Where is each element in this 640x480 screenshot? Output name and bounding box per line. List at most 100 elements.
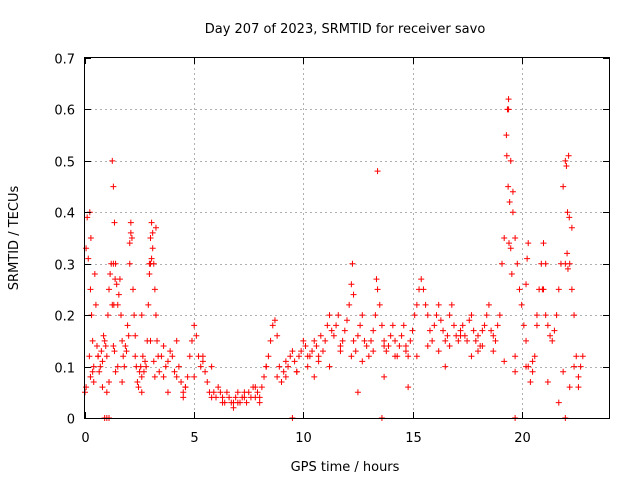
data-point [533,312,540,319]
data-point [531,353,538,360]
data-point [509,188,516,195]
data-point [135,384,142,391]
data-point [110,183,117,190]
data-point [527,379,534,385]
data-point [92,301,99,308]
data-point [127,219,134,226]
data-point [547,332,554,339]
data-point [420,286,427,293]
data-point [566,214,573,221]
data-point [95,353,102,360]
data-point [120,353,127,360]
data-point [271,317,278,324]
data-point [568,224,575,231]
data-point [114,363,121,370]
data-point [529,368,536,375]
data-point [424,343,431,349]
data-point [398,332,405,339]
data-point [359,312,366,319]
data-point [488,327,495,334]
data-point [142,358,149,365]
data-point [256,399,263,406]
data-point [433,312,440,319]
data-point [365,353,372,360]
data-point [516,286,523,293]
data-point [164,389,171,396]
data-point [315,353,322,360]
data-point [127,229,134,236]
data-point [512,353,519,360]
data-point [111,219,118,226]
data-point [330,332,337,339]
data-point [444,332,451,339]
data-point [523,337,530,344]
data-point [529,358,536,365]
data-point [508,271,515,277]
data-point [496,312,503,319]
data-point [256,394,263,401]
data-point [396,343,403,349]
data-point [208,363,215,370]
data-point [298,348,305,355]
data-point [274,373,281,380]
data-point [300,337,307,344]
data-point [197,363,204,370]
data-point [87,235,94,241]
data-point [499,260,506,267]
data-point [475,332,481,339]
data-point [341,327,348,334]
data-point [199,358,206,365]
data-point [446,343,453,349]
data-point [282,358,289,365]
data-point [373,276,380,283]
data-point [182,384,189,391]
data-point [313,343,320,349]
data-point [424,312,431,319]
data-point [232,394,239,401]
data-point [263,363,270,370]
data-point [490,332,497,339]
data-point [83,384,90,391]
data-point [413,353,420,360]
data-point [437,317,444,324]
data-point [158,353,165,360]
data-point [374,168,381,175]
data-point [553,312,560,319]
plot-frame [84,57,610,419]
data-point [173,373,180,380]
y-tick-label: 0.4 [54,207,75,222]
data-point [485,301,492,308]
data-point [564,209,571,216]
x-tick-label: 20 [514,431,531,446]
data-point [389,322,396,329]
data-point [539,286,546,293]
data-point [143,363,150,370]
data-point [370,348,377,355]
data-point [89,368,96,375]
data-point [91,271,98,277]
data-point [150,358,157,365]
data-point [151,373,158,380]
data-point [501,235,508,241]
data-point [90,379,97,385]
data-point [333,322,340,329]
data-point [435,301,442,308]
data-point [326,312,333,319]
data-point [359,358,366,365]
data-point [413,301,420,308]
data-point [450,322,457,329]
data-point [234,399,241,406]
data-point [568,286,575,293]
data-point [411,312,418,319]
data-point [126,260,133,267]
data-point [350,337,357,344]
data-point [302,343,309,349]
data-point [328,327,335,334]
data-point [180,394,187,401]
data-point [322,337,329,344]
y-tick-label: 0.2 [54,310,75,325]
data-point [110,343,117,349]
data-point [368,337,375,344]
data-point [577,363,584,370]
